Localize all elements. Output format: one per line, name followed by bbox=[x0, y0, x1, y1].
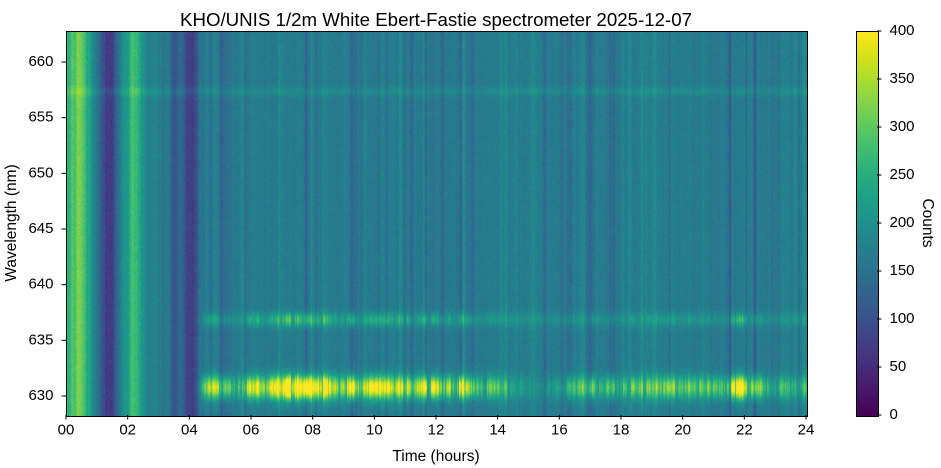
svg-text:300: 300 bbox=[890, 118, 915, 135]
svg-text:10: 10 bbox=[366, 422, 383, 439]
svg-text:655: 655 bbox=[28, 109, 53, 126]
svg-text:Wavelength (nm): Wavelength (nm) bbox=[3, 164, 20, 281]
svg-text:22: 22 bbox=[736, 422, 753, 439]
svg-text:12: 12 bbox=[428, 422, 445, 439]
svg-text:50: 50 bbox=[890, 358, 907, 375]
svg-text:645: 645 bbox=[28, 220, 53, 237]
svg-text:200: 200 bbox=[890, 214, 915, 231]
svg-text:400: 400 bbox=[890, 22, 915, 39]
svg-text:100: 100 bbox=[890, 310, 915, 327]
svg-text:24: 24 bbox=[798, 422, 815, 439]
svg-text:18: 18 bbox=[613, 422, 630, 439]
svg-text:660: 660 bbox=[28, 53, 53, 70]
svg-text:Counts: Counts bbox=[919, 198, 936, 247]
svg-text:20: 20 bbox=[674, 422, 691, 439]
svg-text:0: 0 bbox=[890, 406, 898, 423]
svg-text:630: 630 bbox=[28, 387, 53, 404]
svg-text:16: 16 bbox=[551, 422, 568, 439]
svg-text:150: 150 bbox=[890, 262, 915, 279]
svg-text:650: 650 bbox=[28, 164, 53, 181]
svg-text:08: 08 bbox=[304, 422, 321, 439]
svg-text:14: 14 bbox=[489, 422, 506, 439]
svg-text:06: 06 bbox=[243, 422, 260, 439]
svg-text:00: 00 bbox=[58, 422, 75, 439]
svg-text:350: 350 bbox=[890, 70, 915, 87]
svg-text:Time (hours): Time (hours) bbox=[392, 448, 479, 465]
svg-text:640: 640 bbox=[28, 276, 53, 293]
svg-text:04: 04 bbox=[181, 422, 198, 439]
svg-text:250: 250 bbox=[890, 166, 915, 183]
svg-text:02: 02 bbox=[119, 422, 136, 439]
svg-text:635: 635 bbox=[28, 331, 53, 348]
